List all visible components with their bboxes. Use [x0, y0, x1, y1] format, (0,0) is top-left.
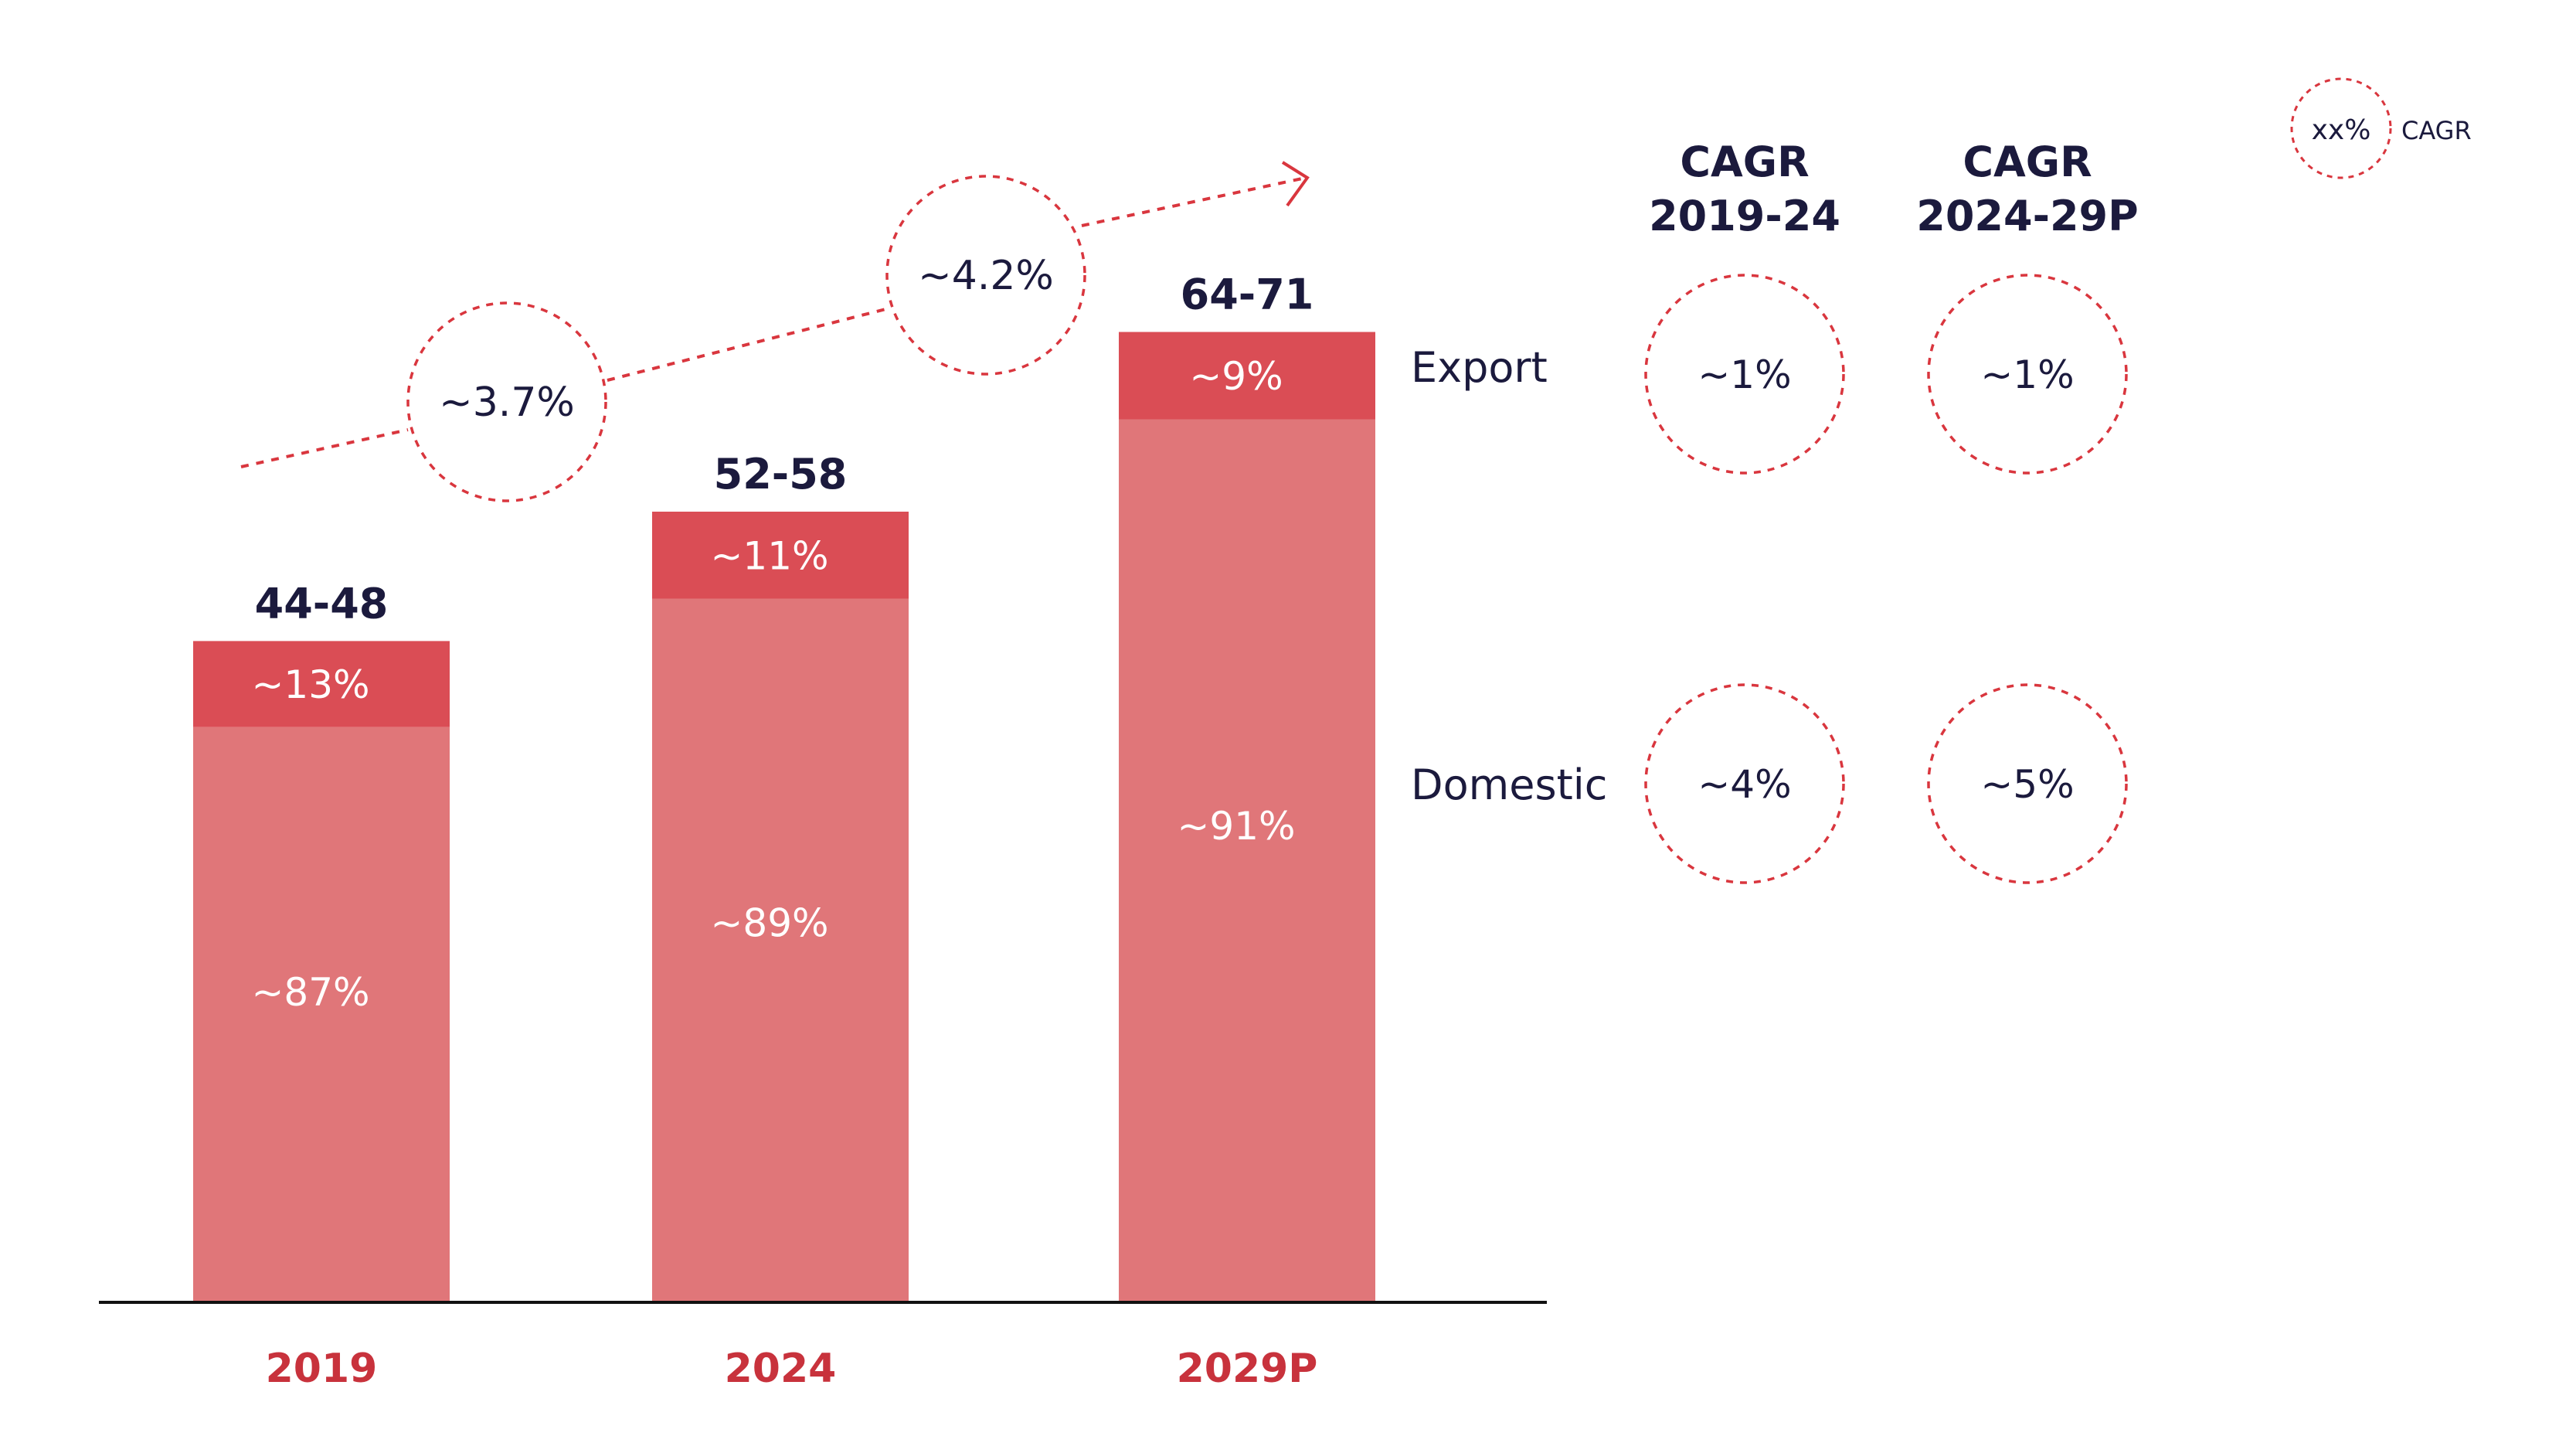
trend-arrow [240, 176, 1307, 468]
legend: xx% CAGR [2290, 77, 2472, 179]
x-tick-label: 2019 [266, 1346, 378, 1392]
domestic-share-label: ~87% [251, 970, 369, 1015]
legend-label: CAGR [2401, 116, 2472, 145]
cagr-header-title: CAGR [1963, 138, 2092, 186]
bar-domestic-2024 [652, 598, 909, 1302]
export-share-label: ~11% [710, 533, 828, 578]
cagr-value: ~4% [1698, 762, 1791, 807]
cagr-header-2024-29p: CAGR 2024-29P [1916, 138, 2138, 240]
segment-label-domestic: Domestic [1411, 761, 1607, 809]
domestic-share-label: ~89% [710, 900, 828, 945]
total-cagr-value: ~4.2% [918, 253, 1054, 299]
cagr-value: ~1% [1698, 352, 1791, 397]
total-cagr-bubble: ~4.2% [885, 175, 1086, 376]
cagr-circle [1927, 683, 2128, 884]
cagr-header-period: 2019-24 [1649, 192, 1840, 240]
bar-export-2019 [193, 641, 450, 727]
export-share-label: ~9% [1189, 354, 1283, 399]
cagr-bubble-export-2019-24: ~1% [1644, 274, 1845, 475]
total-cagr-value: ~3.7% [439, 379, 575, 426]
cagr-header-2019-24: CAGR 2019-24 [1649, 138, 1840, 240]
cagr-circle [1927, 274, 2128, 475]
cagr-bubble-export-2024-29p: ~1% [1927, 274, 2128, 475]
x-tick-label: 2024 [725, 1346, 837, 1392]
trend-arrow-segment [240, 428, 409, 468]
trend-arrow-segment [1081, 176, 1307, 227]
legend-sample-text: xx% [2312, 114, 2371, 146]
bar-domestic-2019 [193, 727, 450, 1302]
segment-label-export: Export [1411, 343, 1548, 392]
trend-arrowhead-icon [1281, 161, 1310, 207]
cagr-header-period: 2024-29P [1916, 192, 2138, 240]
total-cagr-circle [406, 301, 607, 502]
cagr-value: ~5% [1980, 762, 2074, 807]
x-tick-label: 2029P [1177, 1346, 1318, 1392]
bar-group-2029p: ~91% ~9% 64-71 2029P [1119, 271, 1375, 1392]
bar-domestic-2029p [1119, 419, 1375, 1302]
bar-export-2029p [1119, 332, 1375, 420]
bar-total-label: 52-58 [714, 450, 848, 499]
cagr-value: ~1% [1980, 352, 2074, 397]
export-share-label: ~13% [251, 662, 369, 707]
trend-arrow-segment [607, 306, 892, 382]
bar-group-2019: ~87% ~13% 44-48 2019 [193, 579, 450, 1392]
bar-total-label: 64-71 [1181, 271, 1314, 319]
cagr-bubble-domestic-2024-29p: ~5% [1927, 683, 2128, 884]
total-cagr-bubble: ~3.7% [406, 301, 607, 502]
domestic-share-label: ~91% [1177, 804, 1295, 849]
cagr-header-title: CAGR [1680, 138, 1809, 186]
cagr-bubble-domestic-2019-24: ~4% [1644, 683, 1845, 884]
bar-group-2024: ~89% ~11% 52-58 2024 [652, 450, 909, 1392]
legend-dashed-circle [2290, 77, 2392, 179]
bar-total-label: 44-48 [255, 579, 389, 628]
bars: ~87% ~13% 44-48 2019 ~89% ~11% 52-58 202… [193, 271, 1375, 1392]
cagr-circle [1644, 274, 1845, 475]
cagr-circle [1644, 683, 1845, 884]
bar-export-2024 [652, 512, 909, 599]
total-cagr-circle [885, 175, 1086, 376]
